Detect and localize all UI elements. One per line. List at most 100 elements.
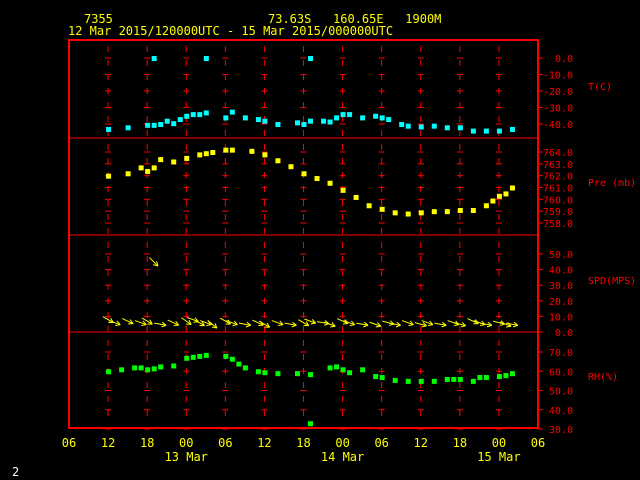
wind-arrowhead	[194, 317, 199, 322]
wind-arrow	[298, 319, 309, 327]
wind-arrow	[108, 320, 121, 326]
temperature-point	[308, 56, 314, 61]
wind-arrowhead	[152, 264, 159, 267]
wind-arrow	[167, 319, 179, 326]
wind-arrowhead	[429, 320, 434, 326]
y-tick-label: 10.0	[549, 312, 573, 323]
pressure-point	[483, 203, 489, 209]
temperature-point	[164, 118, 170, 124]
rh-point	[158, 364, 164, 370]
wind-arrowhead	[349, 324, 355, 326]
temperature-point	[470, 128, 476, 134]
temperature-point	[301, 122, 307, 127]
temperature-point	[347, 112, 353, 118]
temperature-point	[203, 110, 209, 116]
wind-arrowhead	[441, 324, 447, 328]
pressure-point	[405, 211, 411, 217]
page-number: 2	[12, 465, 20, 479]
wind-arrow	[369, 321, 381, 327]
wind-arrow	[467, 318, 479, 325]
x-tick-label: 12	[414, 436, 428, 450]
y-tick-label: 60.0	[549, 367, 573, 378]
wind-arrow	[453, 322, 466, 327]
pressure-point	[158, 157, 164, 163]
wind-arrow	[284, 322, 297, 326]
wind-arrowhead	[279, 320, 284, 326]
pressure-point	[340, 187, 346, 193]
y-tick-label: 760.0	[543, 195, 573, 206]
wind-arrow	[252, 319, 264, 326]
wind-arrow	[304, 318, 316, 324]
temperature-point	[203, 56, 209, 61]
y-tick-label: 0.0	[555, 328, 573, 339]
rh-point	[138, 365, 144, 371]
pressure-point	[327, 180, 333, 186]
wind-arrowhead	[408, 324, 414, 326]
temperature-point	[125, 125, 131, 131]
wind-arrow	[388, 322, 401, 326]
wind-arrowhead	[363, 324, 369, 328]
rh-point	[457, 376, 463, 382]
temperature-point	[229, 109, 235, 115]
x-tick-label: 00	[179, 436, 193, 450]
wind-arrowhead	[206, 324, 212, 326]
rh-point	[255, 369, 261, 375]
wind-arrow	[193, 319, 205, 327]
wind-arrowhead	[266, 322, 271, 328]
temperature-point	[373, 113, 379, 119]
wind-arrow	[238, 322, 251, 326]
temperature-point	[405, 123, 411, 129]
date-label: 15 Mar	[477, 450, 520, 464]
rh-point	[444, 376, 450, 382]
temperature-point	[496, 128, 502, 134]
y-tick-label: 0.0	[555, 54, 573, 65]
wind-arrowhead	[506, 325, 512, 328]
wind-arrowhead	[409, 320, 414, 326]
y-tick-label: 759.0	[543, 207, 573, 218]
pressure-point	[249, 148, 255, 154]
rh-axis-label: RH(%)	[588, 372, 618, 383]
y-tick-label: 50.0	[549, 387, 573, 398]
pressure-point	[353, 194, 359, 200]
pressure-point	[314, 176, 320, 182]
rh-point	[340, 367, 346, 373]
x-tick-label: 06	[374, 436, 388, 450]
rh-point	[275, 371, 281, 377]
rh-point	[197, 353, 203, 359]
y-tick-label: 761.0	[543, 184, 573, 195]
pressure-point	[418, 210, 424, 216]
y-tick-label: 763.0	[543, 160, 573, 171]
wind-arrowhead	[351, 320, 356, 326]
wind-arrow	[479, 322, 492, 326]
wind-axis-label: SPD(MPS)	[588, 276, 636, 287]
wind-arrow	[219, 317, 231, 325]
x-tick-label: 18	[453, 436, 467, 450]
wind-arrow	[499, 321, 512, 327]
pressure-point	[301, 171, 307, 177]
rh-point	[236, 361, 242, 367]
rh-point	[242, 365, 248, 371]
wind-arrow	[134, 320, 147, 326]
temperature-point	[379, 115, 385, 121]
wind-arrow	[401, 320, 414, 326]
time-period: 12 Mar 2015/120000UTC - 15 Mar 2015/0000…	[68, 24, 394, 38]
wind-arrowhead	[214, 323, 218, 329]
x-tick-label: 06	[62, 436, 76, 450]
pressure-point	[203, 151, 209, 157]
pressure-point	[444, 209, 450, 215]
y-tick-label: 40.0	[549, 266, 573, 277]
pressure-point	[503, 191, 509, 197]
chart-frame	[68, 39, 539, 429]
pressure-point	[171, 159, 177, 165]
y-tick-label: 30.0	[549, 281, 573, 292]
wind-arrowhead	[161, 324, 167, 328]
y-tick-label: -20.0	[543, 87, 573, 98]
wind-arrowhead	[233, 320, 238, 326]
wind-arrowhead	[324, 320, 330, 325]
temperature-point	[418, 124, 424, 130]
pressure-point	[184, 155, 190, 161]
rh-point	[262, 370, 268, 376]
pressure-axis-label: Pre (mb)	[588, 178, 636, 189]
wind-arrowhead	[305, 321, 310, 326]
y-tick-label: -40.0	[543, 120, 573, 131]
